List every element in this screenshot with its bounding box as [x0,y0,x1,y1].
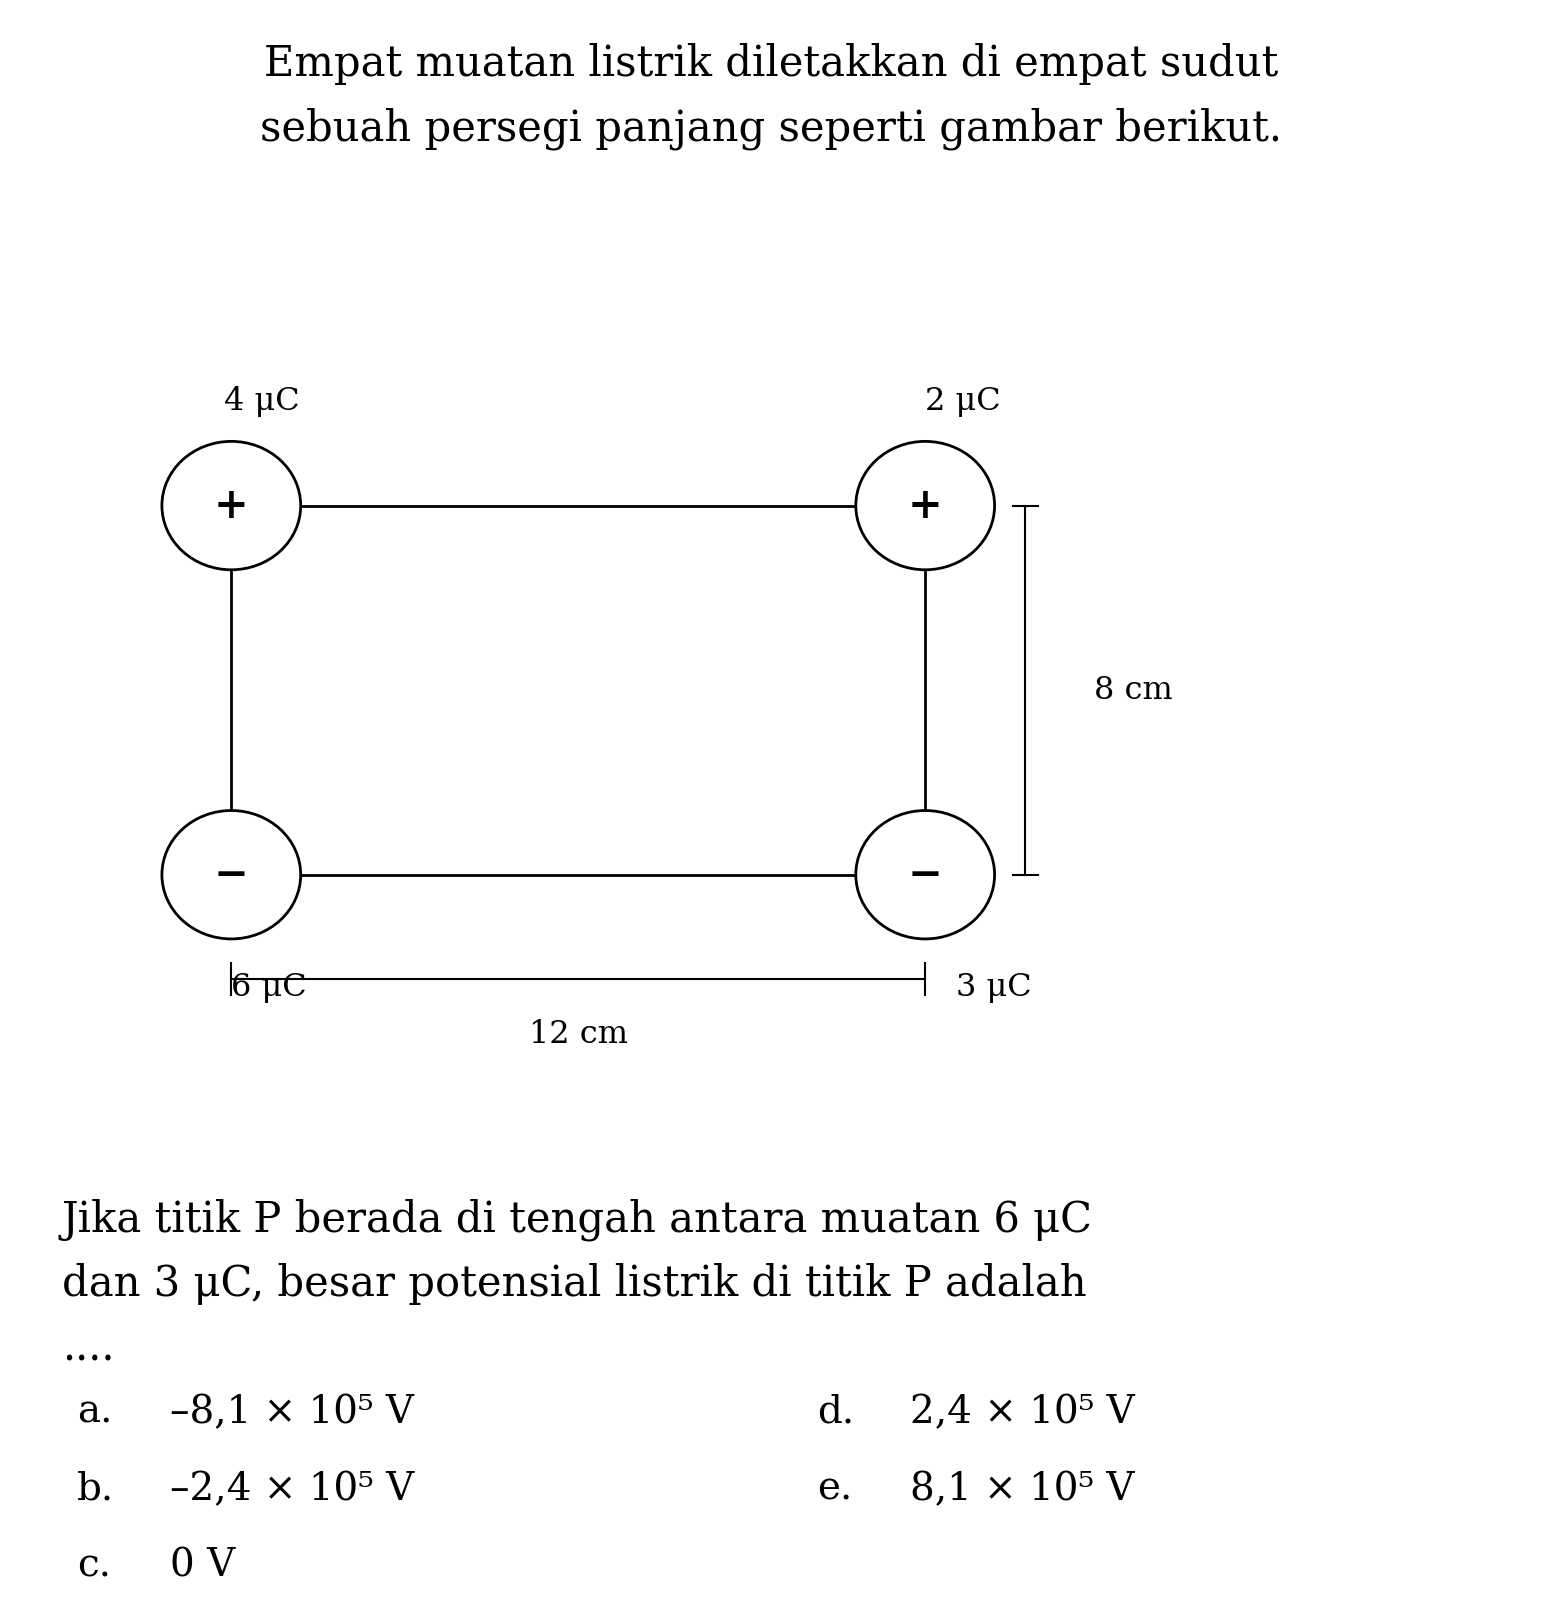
Text: 0 V: 0 V [170,1547,234,1586]
Text: 3 μC: 3 μC [956,971,1032,1003]
Text: d.: d. [817,1393,854,1432]
Text: b.: b. [77,1470,114,1509]
Text: 12 cm: 12 cm [529,1019,628,1050]
Text: −: − [214,854,248,896]
Text: c.: c. [77,1547,111,1586]
Text: –2,4 × 10⁵ V: –2,4 × 10⁵ V [170,1470,413,1509]
Text: 8 cm: 8 cm [1093,674,1173,706]
Text: Jika titik P berada di tengah antara muatan 6 μC: Jika titik P berada di tengah antara mua… [62,1199,1093,1241]
Ellipse shape [162,441,301,570]
Text: 4 μC: 4 μC [224,385,299,417]
Text: 2,4 × 10⁵ V: 2,4 × 10⁵ V [910,1393,1135,1432]
Ellipse shape [162,811,301,939]
Ellipse shape [856,441,995,570]
Text: ....: .... [62,1327,114,1369]
Text: Empat muatan listrik diletakkan di empat sudut: Empat muatan listrik diletakkan di empat… [264,43,1278,85]
Text: 6 μC: 6 μC [231,971,307,1003]
Text: dan 3 μC, besar potensial listrik di titik P adalah: dan 3 μC, besar potensial listrik di tit… [62,1263,1086,1305]
Text: 8,1 × 10⁵ V: 8,1 × 10⁵ V [910,1470,1135,1509]
Text: 2 μC: 2 μC [925,385,1001,417]
Text: +: + [908,485,942,526]
Ellipse shape [856,811,995,939]
Text: –8,1 × 10⁵ V: –8,1 × 10⁵ V [170,1393,413,1432]
Text: sebuah persegi panjang seperti gambar berikut.: sebuah persegi panjang seperti gambar be… [261,108,1281,149]
Text: +: + [214,485,248,526]
Text: e.: e. [817,1470,853,1509]
Text: −: − [908,854,942,896]
Text: a.: a. [77,1393,113,1432]
